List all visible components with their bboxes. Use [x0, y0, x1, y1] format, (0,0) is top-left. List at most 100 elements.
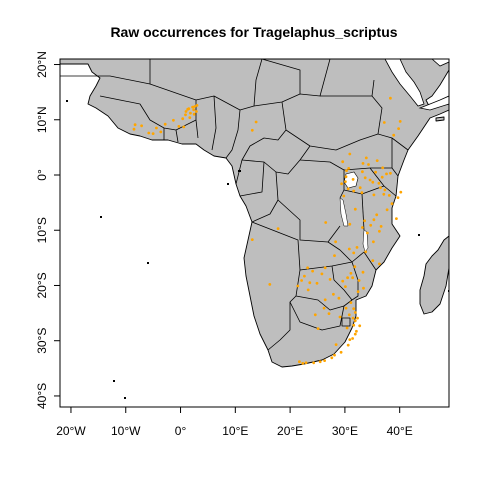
occurrence-point — [385, 172, 388, 176]
occurrence-point — [151, 132, 155, 136]
occurrence-point — [195, 104, 199, 107]
x-tick-label: 10°W — [111, 424, 141, 438]
occurrence-point — [361, 170, 364, 174]
occurrence-point — [348, 222, 352, 226]
occurrence-point — [352, 189, 356, 193]
occurrence-point — [383, 188, 387, 192]
occurrence-point — [341, 160, 345, 164]
occurrence-point — [346, 343, 350, 347]
occurrence-point — [322, 306, 326, 310]
occurrence-point — [172, 118, 175, 122]
occurrence-point — [327, 312, 331, 315]
occurrence-point — [356, 316, 359, 320]
gulf-of-aden — [418, 95, 449, 111]
occurrence-point — [355, 329, 358, 333]
occurrence-point — [163, 122, 167, 126]
occurrence-point — [351, 337, 354, 340]
y-tick-label: 10°S — [35, 217, 49, 243]
island-tristan — [113, 380, 115, 382]
occurrence-point — [355, 246, 359, 249]
occurrence-point — [353, 207, 357, 211]
occurrence-point — [367, 163, 370, 166]
occurrence-point — [324, 221, 328, 224]
occurrence-point — [306, 288, 310, 292]
occurrence-point — [250, 238, 254, 242]
occurrence-point — [377, 181, 381, 185]
occurrence-point — [315, 281, 319, 285]
occurrence-point — [375, 159, 379, 163]
y-tick-label: 10°N — [35, 106, 49, 133]
occurrence-point — [323, 359, 326, 362]
occurrence-point — [346, 276, 349, 280]
occurrence-point — [334, 240, 337, 244]
occurrence-point — [189, 111, 192, 115]
plot-frame — [59, 58, 450, 408]
occurrence-point — [390, 202, 394, 206]
occurrence-point — [368, 178, 372, 182]
occurrence-point — [380, 175, 384, 179]
occurrence-point — [375, 213, 379, 217]
occurrence-point — [353, 265, 357, 269]
occurrence-point — [363, 219, 366, 223]
occurrence-point — [159, 130, 163, 134]
occurrence-point — [320, 272, 324, 276]
occurrence-point — [361, 226, 364, 229]
occurrence-point — [347, 247, 351, 251]
y-tick-label: 20°S — [35, 272, 49, 298]
occurrence-point — [382, 192, 386, 196]
red-sea — [384, 59, 425, 107]
occurrence-point — [337, 296, 341, 300]
occurrence-point — [358, 186, 362, 190]
occurrence-point — [352, 307, 356, 311]
occurrence-point — [192, 108, 196, 112]
occurrence-point — [332, 292, 335, 296]
occurrence-point — [351, 316, 355, 320]
lake-tanganyika — [339, 197, 349, 227]
africa-landmass — [60, 59, 449, 368]
occurrence-point — [347, 167, 351, 170]
y-tick-label: 30°S — [35, 328, 49, 354]
occurrence-point — [371, 259, 375, 262]
occurrence-point — [155, 126, 158, 130]
island-sao-tome — [227, 183, 229, 185]
occurrence-point — [192, 112, 196, 116]
occurrence-point — [351, 276, 354, 280]
occurrence-point — [385, 208, 389, 212]
occurrence-point — [182, 125, 186, 129]
occurrence-point — [353, 332, 357, 336]
occurrence-point — [364, 250, 368, 254]
occurrence-point — [378, 229, 381, 233]
occurrence-point — [268, 283, 272, 286]
occurrence-point — [352, 323, 356, 327]
island-ascension — [100, 216, 102, 218]
occurrence-point — [296, 284, 300, 288]
occurrence-point — [372, 240, 375, 244]
occurrence-point — [372, 218, 376, 222]
occurrence-point — [363, 176, 367, 180]
occurrence-point — [147, 131, 151, 135]
x-axis: 20°W 10°W 0° 10°E 20°E 30°E 40°E — [56, 407, 413, 438]
x-tick-label: 20°W — [56, 424, 86, 438]
occurrence-point — [140, 124, 144, 128]
occurrence-point — [344, 180, 347, 184]
occurrence-point — [195, 110, 198, 113]
persian-gulf — [431, 59, 449, 67]
occurrence-point — [361, 270, 365, 274]
occurrence-point — [366, 231, 369, 235]
island-cape-verde — [66, 100, 68, 102]
madagascar — [419, 235, 449, 315]
occurrence-point — [392, 133, 396, 137]
occurrence-point — [349, 271, 353, 275]
occurrence-point — [360, 191, 364, 195]
occurrence-point — [301, 362, 305, 365]
occurrence-point — [372, 193, 376, 197]
y-tick-label: 0° — [35, 169, 49, 181]
occurrence-point — [323, 266, 327, 270]
occurrence-point — [318, 360, 322, 364]
occurrence-point — [345, 169, 348, 173]
occurrence-point — [181, 117, 185, 121]
occurrence-point — [396, 196, 400, 200]
occurrence-point — [398, 120, 402, 123]
occurrence-point — [193, 105, 197, 108]
